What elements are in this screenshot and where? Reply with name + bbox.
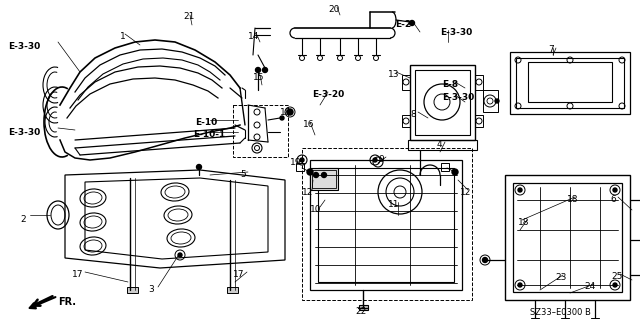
Circle shape: [518, 283, 522, 287]
Text: FR.: FR.: [58, 297, 76, 307]
Circle shape: [287, 109, 293, 115]
Circle shape: [518, 188, 522, 192]
Text: 7: 7: [548, 45, 554, 54]
Circle shape: [314, 173, 319, 177]
Text: 19: 19: [290, 158, 301, 167]
Circle shape: [321, 173, 326, 177]
Circle shape: [410, 20, 415, 26]
Text: 22: 22: [355, 307, 366, 316]
Bar: [475, 115, 483, 127]
Text: 25: 25: [611, 272, 622, 281]
Bar: [483, 90, 498, 112]
Text: 5: 5: [240, 170, 246, 179]
Bar: [415, 70, 470, 135]
Text: 20: 20: [328, 5, 339, 14]
Text: 16: 16: [303, 120, 314, 129]
Text: E-3-20: E-3-20: [312, 90, 344, 99]
Text: E-3-30: E-3-30: [440, 28, 472, 37]
Text: E-10: E-10: [195, 118, 217, 127]
Circle shape: [255, 68, 260, 72]
Circle shape: [483, 257, 488, 263]
Text: 3: 3: [148, 285, 154, 294]
Text: E-10-1: E-10-1: [193, 130, 225, 139]
Text: 18: 18: [567, 195, 579, 204]
Bar: [531, 318, 539, 319]
Text: 14: 14: [248, 32, 259, 41]
Circle shape: [300, 158, 304, 162]
Text: 13: 13: [388, 70, 399, 79]
Bar: [408, 140, 477, 150]
Bar: [510, 52, 630, 114]
Circle shape: [307, 169, 313, 175]
Text: 10: 10: [310, 205, 321, 214]
Bar: [318, 168, 454, 282]
Text: E-3-30: E-3-30: [8, 128, 40, 137]
Bar: [296, 163, 304, 171]
Circle shape: [280, 116, 284, 120]
Text: 18: 18: [518, 218, 529, 227]
Text: 11: 11: [388, 200, 399, 209]
Text: 23: 23: [555, 273, 566, 282]
Text: 8: 8: [410, 110, 416, 119]
Circle shape: [262, 68, 268, 72]
Bar: [402, 75, 410, 90]
Bar: [410, 65, 475, 140]
Text: 18: 18: [280, 108, 291, 117]
Bar: [513, 183, 622, 292]
Text: 2: 2: [20, 215, 26, 224]
Text: E-3-30: E-3-30: [8, 42, 40, 51]
Bar: [227, 287, 238, 293]
Bar: [127, 287, 138, 293]
Text: SZ33–E0300 B: SZ33–E0300 B: [530, 308, 591, 317]
Bar: [516, 58, 624, 108]
Circle shape: [178, 253, 182, 257]
Circle shape: [452, 169, 458, 175]
Text: 17: 17: [72, 270, 83, 279]
Bar: [359, 305, 368, 310]
Text: 15: 15: [253, 73, 264, 82]
Circle shape: [613, 283, 617, 287]
Text: 6: 6: [610, 195, 616, 204]
Text: 17: 17: [233, 270, 244, 279]
Text: 1: 1: [120, 32, 125, 41]
Text: 24: 24: [584, 282, 595, 291]
Bar: [312, 170, 336, 188]
Text: 12: 12: [460, 188, 472, 197]
Bar: [475, 75, 483, 90]
Text: E-2: E-2: [395, 20, 411, 29]
Text: 12: 12: [302, 188, 314, 197]
Bar: [310, 160, 462, 290]
Circle shape: [495, 99, 499, 103]
Text: 21: 21: [183, 12, 195, 21]
Bar: [561, 318, 569, 319]
Text: E-8: E-8: [442, 80, 458, 89]
Text: E-3-30: E-3-30: [442, 93, 474, 102]
Circle shape: [613, 188, 617, 192]
Bar: [441, 163, 449, 171]
Bar: [528, 62, 612, 102]
Circle shape: [373, 158, 377, 162]
Text: 9: 9: [378, 155, 384, 164]
Bar: [402, 115, 410, 127]
Bar: [310, 168, 338, 190]
Circle shape: [196, 165, 202, 169]
Bar: [505, 175, 630, 300]
Bar: [233, 105, 288, 157]
Text: 4: 4: [437, 140, 443, 149]
Bar: [591, 318, 599, 319]
Bar: [302, 148, 472, 300]
